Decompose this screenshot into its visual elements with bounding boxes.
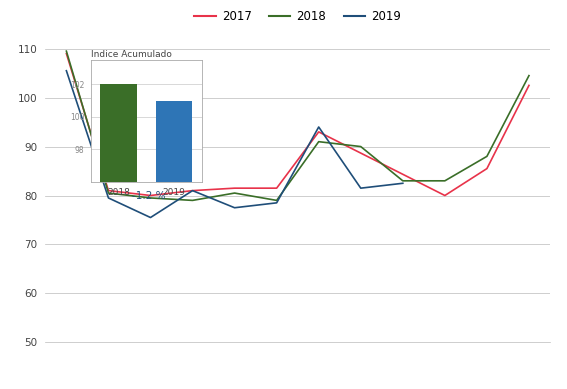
Line: 2017: 2017 [66, 54, 529, 196]
Legend: 2017, 2018, 2019: 2017, 2018, 2019 [190, 5, 405, 28]
2017 [231, 186, 238, 191]
2017 [147, 193, 154, 198]
2017 [105, 188, 112, 193]
2018 [231, 191, 238, 195]
2018 [105, 191, 112, 195]
2017 [189, 188, 196, 193]
2019 [105, 196, 112, 200]
2018 [442, 179, 448, 183]
2017 [526, 83, 532, 88]
2018 [315, 139, 322, 144]
2017 [442, 193, 448, 198]
2017 [315, 130, 322, 134]
2019 [147, 215, 154, 220]
2019 [63, 68, 70, 73]
2018 [189, 198, 196, 203]
Line: 2019: 2019 [66, 71, 403, 217]
2017 [484, 166, 490, 171]
2019 [273, 200, 280, 205]
2017 [63, 51, 70, 56]
2019 [189, 188, 196, 193]
2017 [273, 186, 280, 191]
2018 [399, 179, 406, 183]
2018 [484, 154, 490, 159]
2018 [273, 198, 280, 203]
2018 [526, 73, 532, 78]
Text: -1.2 %: -1.2 % [132, 191, 166, 201]
2019 [357, 186, 364, 191]
2019 [231, 205, 238, 210]
2018 [63, 49, 70, 53]
2018 [147, 196, 154, 200]
2019 [399, 181, 406, 186]
2018 [357, 144, 364, 149]
Line: 2018: 2018 [66, 51, 529, 200]
2019 [315, 124, 322, 129]
